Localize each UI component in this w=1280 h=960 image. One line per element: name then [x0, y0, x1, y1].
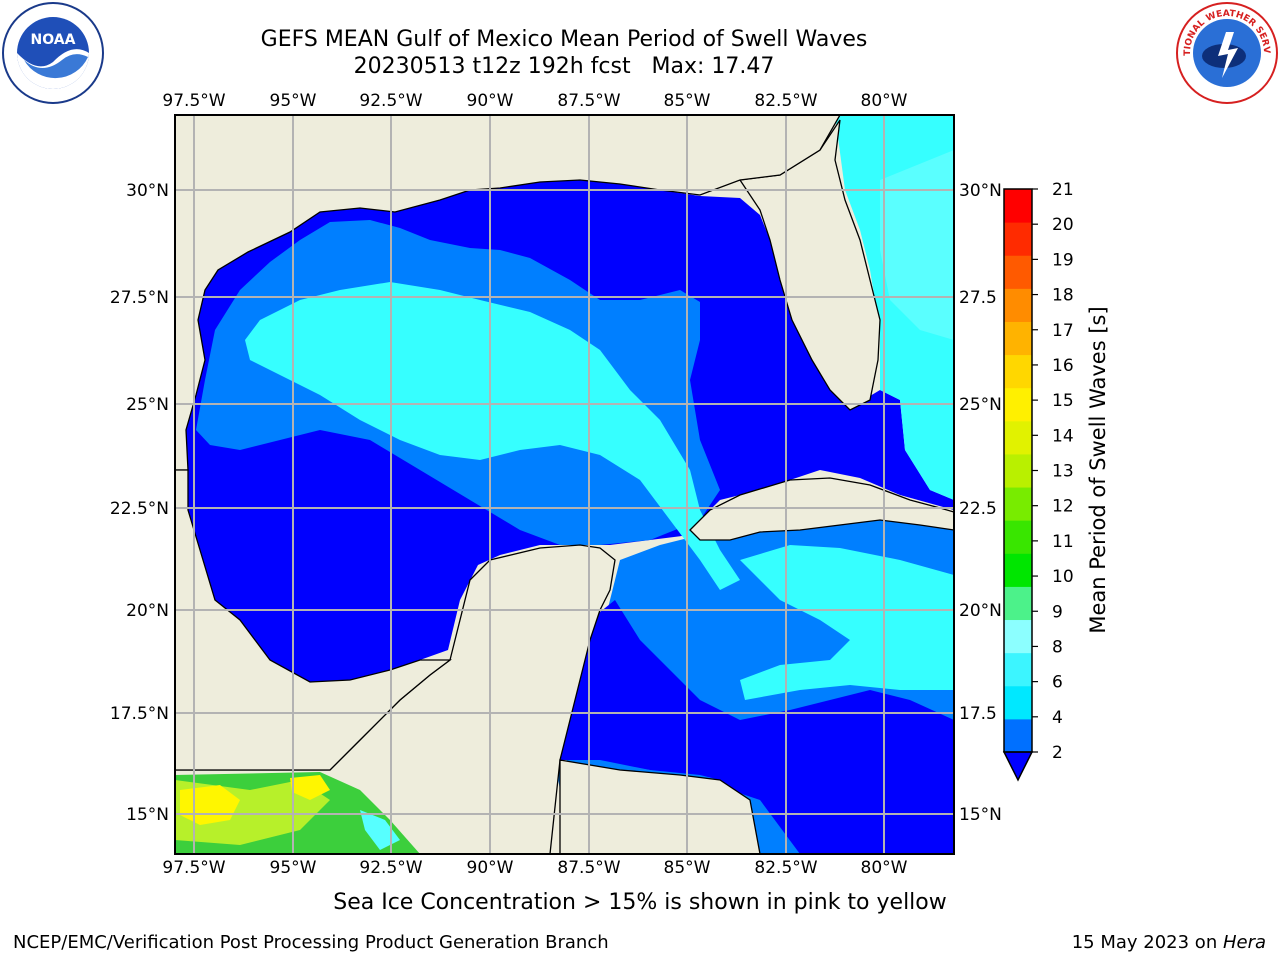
lat-label: 27.5	[959, 288, 997, 308]
lon-label: 95°W	[270, 858, 317, 878]
colorbar: 2 4 6 8 9 10 11 12 13 14 15 16 17 18 19 20 21	[1002, 180, 1074, 782]
lon-label: 82.5°W	[754, 858, 817, 878]
lat-label: 17.5	[959, 704, 997, 724]
map-gridlines	[175, 115, 954, 854]
colorbar-segment	[1004, 520, 1032, 554]
lat-label: 25°N	[959, 395, 1002, 415]
colorbar-segment	[1004, 487, 1032, 521]
lon-label: 82.5°W	[754, 91, 817, 111]
colorbar-label: Mean Period of Swell Waves [s]	[1086, 306, 1110, 634]
colorbar-segment	[1004, 586, 1032, 621]
gulf-water-light	[245, 282, 740, 590]
noaa-logo-text: NOAA	[31, 32, 76, 48]
footer-credit: NCEP/EMC/Verification Post Processing Pr…	[13, 932, 609, 953]
lon-labels-bottom: 97.5°W 95°W 92.5°W 90°W 87.5°W 85°W 82.5…	[162, 858, 907, 878]
lon-label: 80°W	[861, 858, 908, 878]
colorbar-segment	[1004, 685, 1032, 720]
colorbar-segment	[1004, 288, 1032, 322]
lat-label: 22.5	[959, 499, 997, 519]
colorbar-tick-label: 17	[1052, 321, 1074, 341]
lat-label: 30°N	[126, 181, 169, 201]
colorbar-tick-label: 11	[1052, 532, 1074, 552]
lon-label: 92.5°W	[359, 858, 422, 878]
colorbar-segment	[1004, 619, 1032, 654]
colorbar-segment	[1004, 387, 1032, 422]
map-title: GEFS MEAN Gulf of Mexico Mean Period of …	[260, 27, 868, 52]
colorbar-segment	[1004, 189, 1032, 223]
colorbar-tick-label: 21	[1052, 180, 1074, 200]
lat-label: 20°N	[126, 601, 169, 621]
colorbar-segment	[1004, 255, 1032, 289]
lon-label: 85°W	[664, 858, 711, 878]
lat-label: 20°N	[959, 601, 1002, 621]
colorbar-segment	[1004, 354, 1032, 389]
lat-labels-right: 30°N 27.5 25°N 22.5 20°N 17.5 15°N	[959, 181, 1002, 825]
colorbar-tick-label: 13	[1052, 462, 1074, 482]
lon-label: 80°W	[861, 91, 908, 111]
colorbar-tick-label: 8	[1052, 637, 1063, 657]
colorbar-segment	[1004, 222, 1032, 256]
footer-host: Hera	[1222, 932, 1266, 953]
colorbar-tick-label: 6	[1052, 673, 1063, 693]
colorbar-tick-label: 4	[1052, 708, 1063, 728]
footer-date: 15 May 2023 on Hera	[1071, 932, 1266, 953]
lat-labels-left: 30°N 27.5°N 25°N 22.5°N 20°N 17.5°N 15°N	[110, 181, 169, 825]
lat-label: 15°N	[959, 805, 1002, 825]
caribbean-water-light	[740, 545, 954, 700]
us-gulf-coast-land	[175, 115, 841, 471]
colorbar-tick-label: 9	[1052, 602, 1063, 622]
sea-ice-note: Sea Ice Concentration > 15% is shown in …	[333, 890, 947, 915]
colorbar-tick-label: 10	[1052, 567, 1074, 587]
mexico-land	[175, 469, 452, 771]
colorbar-segment	[1004, 453, 1032, 488]
lon-label: 92.5°W	[359, 91, 422, 111]
map-subtitle: 20230513 t12z 192h fcst Max: 17.47	[353, 54, 775, 79]
colorbar-tick-label: 19	[1052, 250, 1074, 270]
colorbar-segment	[1004, 718, 1032, 753]
lon-label: 87.5°W	[557, 91, 620, 111]
colorbar-tick-label: 20	[1052, 215, 1074, 235]
lon-labels-top: 97.5°W 95°W 92.5°W 90°W 87.5°W 85°W 82.5…	[162, 91, 907, 111]
colorbar-tick-label: 18	[1052, 286, 1074, 306]
colorbar-segment	[1004, 321, 1032, 356]
lon-label: 85°W	[664, 91, 711, 111]
caribbean-water-deep	[560, 600, 954, 854]
florida-land	[738, 119, 881, 411]
lat-label: 15°N	[126, 805, 169, 825]
lon-label: 90°W	[467, 91, 514, 111]
lat-label: 17.5°N	[110, 704, 169, 724]
lat-label: 27.5°N	[110, 288, 169, 308]
honduras-land	[559, 759, 761, 854]
colorbar-segment	[1004, 420, 1032, 455]
colorbar-extend	[1002, 751, 1034, 782]
colorbar-tick-label: 16	[1052, 356, 1074, 376]
colorbar-tick-label: 2	[1052, 743, 1063, 763]
lon-label: 87.5°W	[557, 858, 620, 878]
colorbar-segment	[1004, 652, 1032, 687]
lat-label: 25°N	[126, 395, 169, 415]
map-panel	[175, 115, 954, 854]
map-frame	[174, 114, 955, 855]
nws-logo: NATIONAL WEATHER SERVICE	[1176, 2, 1278, 104]
lon-label: 95°W	[270, 91, 317, 111]
colorbar-tick-label: 12	[1052, 497, 1074, 517]
lat-label: 30°N	[959, 181, 1002, 201]
lat-label: 22.5°N	[110, 499, 169, 519]
colorbar-segment	[1004, 553, 1032, 587]
colorbar-tick-label: 14	[1052, 426, 1074, 446]
lon-label: 97.5°W	[162, 858, 225, 878]
colorbar-tick-label: 15	[1052, 391, 1074, 411]
lon-label: 90°W	[467, 858, 514, 878]
noaa-logo: NOAA	[2, 2, 104, 104]
lon-label: 97.5°W	[162, 91, 225, 111]
atlantic-water-light	[880, 150, 954, 340]
